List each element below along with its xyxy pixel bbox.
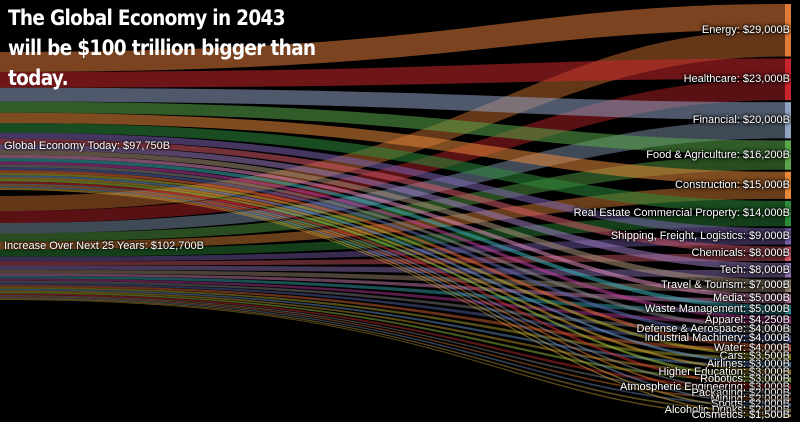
target-node: [785, 353, 791, 361]
target-label: Construction: $15,000B: [675, 178, 790, 191]
target-node: [785, 384, 791, 390]
flow-link: [0, 213, 785, 257]
target-node: [785, 171, 791, 199]
target-node: [785, 263, 791, 278]
target-label: Sports: $2,000B: [711, 398, 790, 411]
target-node: [785, 294, 791, 304]
target-label: Higher Education: $3,000B: [658, 365, 790, 378]
target-node: [785, 403, 791, 407]
target-node: [785, 228, 791, 245]
target-label: Airlines: $3,000B: [706, 358, 790, 371]
flow-link: [0, 4, 785, 72]
source-label: Global Economy Today: $97,750B: [4, 140, 171, 152]
target-label: Defense & Aerospace: $4,000B: [636, 323, 791, 336]
flow-link: [0, 101, 785, 155]
flow-link: [0, 265, 785, 278]
target-label: Mining: $2,000B: [710, 392, 791, 405]
target-label: Media: $5,000B: [712, 292, 790, 305]
target-label: Packaging: $2,000B: [691, 387, 790, 400]
flow-link: [0, 184, 785, 250]
target-label: Apparel: $4,250B: [704, 313, 790, 326]
target-label: Healthcare: $23,000B: [683, 72, 790, 85]
target-node: [785, 335, 791, 343]
target-label: Atmospheric Engineering: $3,000B: [620, 380, 790, 393]
target-label: Cosmetics: $1,500B: [691, 409, 790, 422]
flow-link: [0, 123, 785, 214]
target-node: [785, 325, 791, 334]
target-node: [785, 391, 791, 396]
target-node: [785, 408, 791, 413]
target-label: Alcoholic Drinks: $2,000B: [664, 403, 790, 416]
flow-link: [0, 278, 785, 324]
flow-link: [0, 119, 785, 234]
flow-link: [0, 138, 785, 254]
target-node: [785, 279, 791, 293]
target-node: [785, 305, 791, 315]
target-label: Tech: $8,000B: [719, 263, 790, 276]
target-label: Water: $4,000B: [713, 341, 790, 354]
target-node: [785, 200, 791, 227]
target-node: [785, 246, 791, 262]
target-label: Robotics: $3,000B: [700, 373, 790, 386]
target-label: Food & Agriculture: $16,200B: [646, 148, 790, 161]
flow-link: [0, 87, 785, 120]
target-label: Financial: $20,000B: [692, 113, 790, 126]
target-node: [785, 102, 791, 139]
target-node: [785, 369, 791, 375]
flow-links: [0, 4, 785, 418]
chart-title: The Global Economy in 2043 will be $100 …: [8, 6, 316, 91]
target-node: [785, 316, 791, 324]
flow-link: [0, 58, 785, 88]
flow-link: [0, 276, 785, 315]
flow-link: [0, 282, 785, 343]
target-node: [785, 140, 791, 170]
target-node: [785, 344, 791, 352]
target-label: Chemicals: $8,000B: [691, 247, 790, 260]
target-node: [785, 58, 791, 101]
flow-link: [0, 280, 785, 334]
target-label: Waste Management: $5,000B: [644, 303, 790, 316]
target-nodes: [785, 4, 791, 418]
target-label: Energy: $29,000B: [701, 23, 790, 36]
target-label: Cars: $3,500B: [719, 350, 790, 363]
target-node: [785, 4, 791, 57]
target-label: Industrial Machinery: $4,000B: [644, 332, 790, 345]
target-label: Real Estate Commercial Property: $14,000…: [573, 207, 790, 220]
target-node: [785, 362, 791, 368]
flow-link: [0, 154, 785, 242]
target-node: [785, 376, 791, 383]
target-node: [785, 397, 791, 402]
flow-link: [0, 112, 785, 185]
source-label: Increase Over Next 25 Years: $102,700B: [4, 240, 204, 252]
target-node: [785, 414, 791, 418]
flow-link: [0, 132, 785, 237]
target-label: Travel & Tourism: $7,000B: [660, 279, 790, 292]
target-label: Shipping, Freight, Logistics: $9,000B: [610, 229, 790, 242]
